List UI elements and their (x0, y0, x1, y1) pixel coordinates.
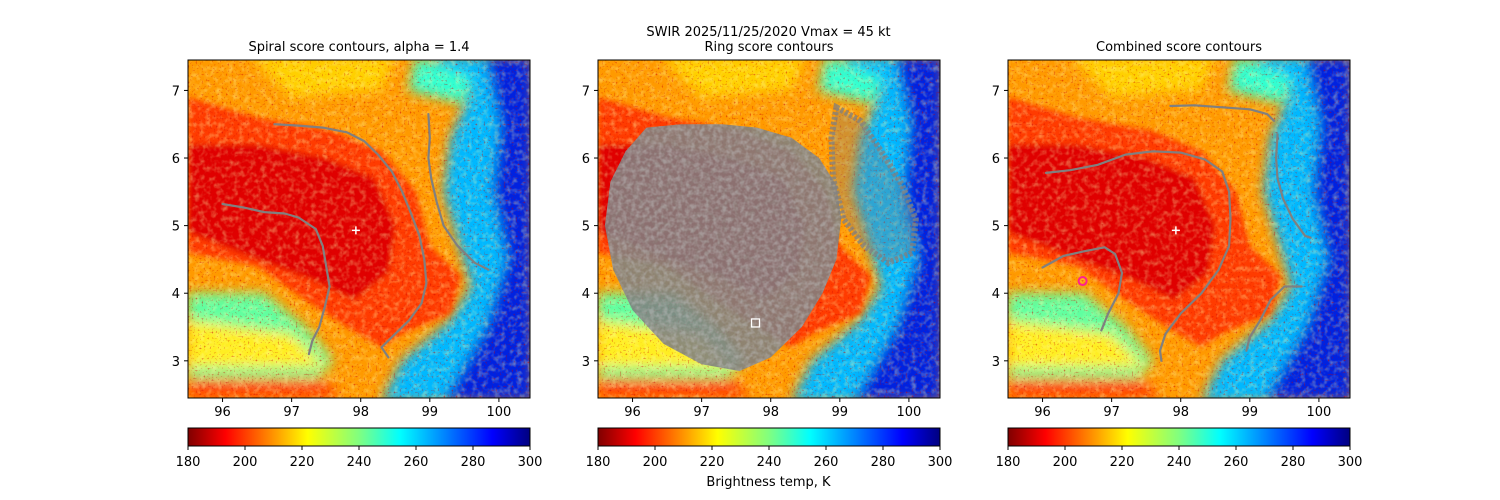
panels: Spiral score contours, alpha = 1.4 96 97 98… (172, 40, 1363, 470)
colorbar-tick-label: 260 (404, 455, 429, 470)
brightness-image (188, 60, 530, 398)
axes-frame (597, 59, 941, 399)
panel-title: Combined score contours (1096, 40, 1262, 55)
colorbar-tick-label: 260 (1224, 455, 1249, 470)
colorbar-tick-label: 300 (928, 455, 953, 470)
contour-line (427, 112, 490, 271)
x-tick-label: 99 (422, 405, 439, 420)
y-tick-label: 6 (992, 152, 1000, 167)
colorbar-tick-label: 180 (176, 455, 201, 470)
x-tick-label: 98 (762, 405, 779, 420)
contour-line (221, 202, 331, 356)
combined-center-marker (1077, 276, 1088, 287)
colorbar-tick-label: 180 (996, 455, 1021, 470)
panel-title: Ring score contours (704, 40, 833, 55)
y-tick-label: 4 (992, 287, 1000, 302)
x-tick-label: 100 (896, 405, 921, 420)
colorbar-tick-label: 200 (233, 455, 258, 470)
contour-line (1169, 104, 1276, 122)
x-tick-label: 100 (1306, 405, 1331, 420)
axes-frame (1007, 59, 1351, 399)
y-tick-label: 6 (582, 152, 590, 167)
colorbar-tick-label: 240 (347, 455, 372, 470)
axes-frame (187, 59, 531, 399)
contour-line (273, 123, 428, 359)
colorbar-tick-label: 280 (871, 455, 896, 470)
x-tick-label: 99 (1242, 405, 1259, 420)
y-tick-label: 4 (582, 287, 590, 302)
y-tick-label: 3 (582, 355, 590, 370)
colorbar-tick-label: 260 (814, 455, 839, 470)
contour-line (1274, 133, 1312, 239)
colorbar: 180 200 220 240 260 280 300 (176, 427, 543, 470)
center-marker (1171, 226, 1180, 235)
colorbar-tick-label: 240 (1167, 455, 1192, 470)
colorbar-tick-label: 300 (1338, 455, 1363, 470)
x-tick-label: 97 (693, 405, 710, 420)
colorbar-tick-label: 200 (643, 455, 668, 470)
colorbar-tick-label: 220 (1110, 455, 1135, 470)
x-tick-label: 96 (624, 405, 641, 420)
y-tick-label: 5 (172, 220, 180, 235)
colorbar-tick-label: 240 (757, 455, 782, 470)
x-tick-label: 99 (832, 405, 849, 420)
y-tick-label: 7 (582, 84, 590, 99)
colorbar-tick-label: 200 (1053, 455, 1078, 470)
colorbar-tick-label: 280 (461, 455, 486, 470)
x-tick-label: 98 (352, 405, 369, 420)
y-tick-label: 7 (172, 84, 180, 99)
suptitle: SWIR 2025/11/25/2020 Vmax = 45 kt (646, 25, 890, 40)
colorbar-tick-label: 220 (700, 455, 725, 470)
y-tick-label: 3 (172, 355, 180, 370)
y-tick-label: 5 (582, 220, 590, 235)
colorbar: 180 200 220 240 260 280 300 (996, 427, 1363, 470)
panel-2: Ring score contours 96 97 98 99 100 3 4 5 6 7 180 20… (582, 40, 953, 470)
y-tick-label: 6 (172, 152, 180, 167)
contour-line (1041, 246, 1124, 332)
ring-center-marker (750, 318, 761, 328)
ring-score-region (604, 102, 919, 371)
contour-line (1245, 285, 1303, 352)
y-tick-label: 4 (172, 287, 180, 302)
colorbar-tick-label: 280 (1281, 455, 1306, 470)
colorbar-tick-label: 300 (518, 455, 543, 470)
panel-3: Combined score contours 96 97 98 99 100 3 4 5 6 7 1… (992, 40, 1363, 470)
y-tick-label: 7 (992, 84, 1000, 99)
x-tick-label: 96 (1034, 405, 1051, 420)
colorbar-tick-label: 180 (586, 455, 611, 470)
x-tick-label: 98 (1172, 405, 1189, 420)
y-tick-label: 3 (992, 355, 1000, 370)
panel-1: Spiral score contours, alpha = 1.4 96 97 98… (172, 40, 543, 470)
x-tick-label: 100 (486, 405, 511, 420)
panel-title: Spiral score contours, alpha = 1.4 (248, 40, 469, 55)
colorbar: 180 200 220 240 260 280 300 (586, 427, 953, 470)
x-tick-label: 97 (1103, 405, 1120, 420)
center-marker (351, 226, 360, 235)
colorbar-tick-label: 220 (290, 455, 315, 470)
x-tick-label: 96 (214, 405, 231, 420)
colorbar-label: Brightness temp, K (706, 475, 831, 490)
brightness-image (1008, 60, 1350, 398)
contour-line (1044, 150, 1232, 362)
x-tick-label: 97 (283, 405, 300, 420)
y-tick-label: 5 (992, 220, 1000, 235)
